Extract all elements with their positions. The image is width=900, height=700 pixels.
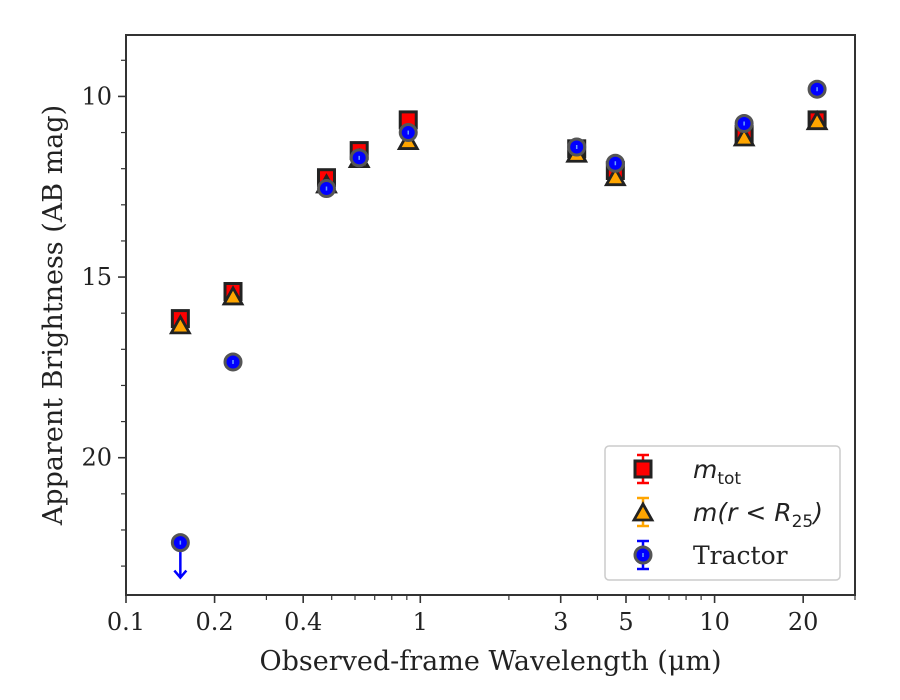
legend-square-marker	[633, 459, 653, 479]
x-tick-label: 5	[618, 608, 633, 636]
y-axis-label: Apparent Brightness (AB mag)	[38, 105, 69, 526]
x-tick-label: 10	[699, 608, 730, 636]
x-tick-label: 20	[788, 608, 819, 636]
triangle-marker	[221, 285, 245, 306]
legend-label-main: m(r < R	[693, 498, 792, 527]
legend-box	[604, 445, 841, 581]
triangle-marker	[603, 165, 627, 187]
legend: mtot m(r < R25) Tractor	[604, 445, 841, 581]
legend-triangle-marker	[631, 501, 655, 522]
triangle-marker	[168, 313, 192, 335]
x-tick-label: 3	[553, 608, 568, 636]
plot-frame	[125, 34, 856, 596]
legend-label: m(r < R25)	[693, 498, 823, 532]
x-tick-label: 0.1	[107, 608, 145, 636]
legend-label-subscript: tot	[717, 469, 741, 489]
axes: 0.1 0.2 0.4 1 3 5 10 20 10 15 20	[81, 59, 856, 636]
x-tick-label: 1	[413, 608, 428, 636]
y-tick-label: 10	[81, 82, 112, 110]
y-tick-label: 15	[81, 263, 112, 291]
legend-label-end: )	[811, 498, 823, 527]
y-tick-label: 20	[81, 444, 112, 472]
x-tick-label: 0.2	[196, 608, 234, 636]
legend-label: Tractor	[693, 541, 788, 570]
legend-label-subscript: 25	[792, 512, 814, 532]
upper-limit-arrow-head	[173, 569, 188, 580]
x-axis-label: Observed-frame Wavelength (μm)	[259, 646, 721, 677]
plot-layer	[168, 79, 829, 580]
triangle-marker	[732, 126, 756, 147]
legend-label: mtot	[693, 455, 741, 489]
triangle-marker	[805, 109, 829, 131]
legend-label-main: m	[693, 455, 717, 484]
x-tick-label: 0.4	[284, 608, 322, 636]
